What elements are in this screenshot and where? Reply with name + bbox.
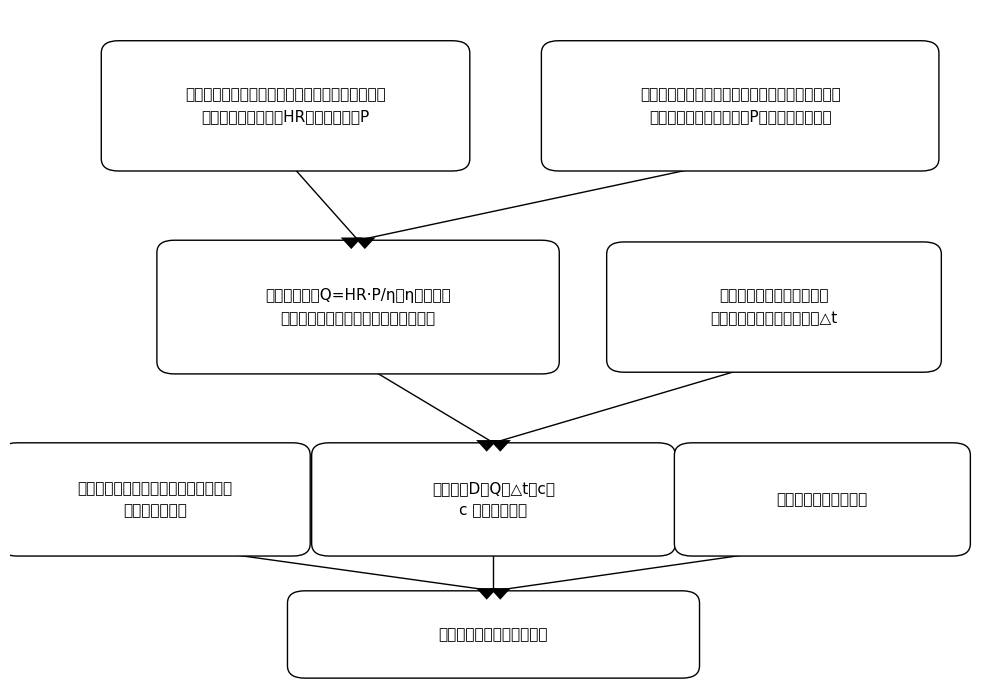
Text: 凝汽器换热量Q=HR·P/η，η为效率，
涵盖发电机损耗、励磁、主油泵等功耗: 凝汽器换热量Q=HR·P/η，η为效率， 涵盖发电机损耗、励磁、主油泵等功耗 <box>265 288 451 326</box>
FancyBboxPatch shape <box>0 443 310 556</box>
Text: 凝汽器换热量近似不变: 凝汽器换热量近似不变 <box>776 492 867 507</box>
Polygon shape <box>489 440 511 452</box>
Polygon shape <box>475 588 497 600</box>
FancyBboxPatch shape <box>673 443 969 556</box>
Text: 试验中采用春秋季循环水调度方式，机组负荷设置
为以往热力试验中的数值P，接近额定负荷。: 试验中采用春秋季循环水调度方式，机组负荷设置 为以往热力试验中的数值P，接近额定… <box>639 87 840 125</box>
Polygon shape <box>354 237 375 249</box>
Text: 其它循环水调度方式，机组负荷不变，
测得循环水温升: 其它循环水调度方式，机组负荷不变， 测得循环水温升 <box>77 481 233 518</box>
Polygon shape <box>475 440 497 452</box>
Polygon shape <box>340 237 362 249</box>
Polygon shape <box>489 588 511 600</box>
FancyBboxPatch shape <box>287 591 699 678</box>
Text: 该工况的循环水温升，或者
得到以往试验中的温升数据△t: 该工况的循环水温升，或者 得到以往试验中的温升数据△t <box>710 288 837 326</box>
Text: 循环水量D＝Q／△t／c，
c 为循环水比热: 循环水量D＝Q／△t／c， c 为循环水比热 <box>432 481 554 518</box>
Text: 以往热力试验结果，或者在本次煤耗试验增设额定
工况，获得试验热耗HR和发电机出力P: 以往热力试验结果，或者在本次煤耗试验增设额定 工况，获得试验热耗HR和发电机出力… <box>185 87 386 125</box>
FancyBboxPatch shape <box>312 443 674 556</box>
FancyBboxPatch shape <box>102 41 469 171</box>
FancyBboxPatch shape <box>606 242 941 372</box>
FancyBboxPatch shape <box>541 41 938 171</box>
Text: 各种调度方式下的循环水量: 各种调度方式下的循环水量 <box>439 627 547 642</box>
FancyBboxPatch shape <box>157 240 559 374</box>
